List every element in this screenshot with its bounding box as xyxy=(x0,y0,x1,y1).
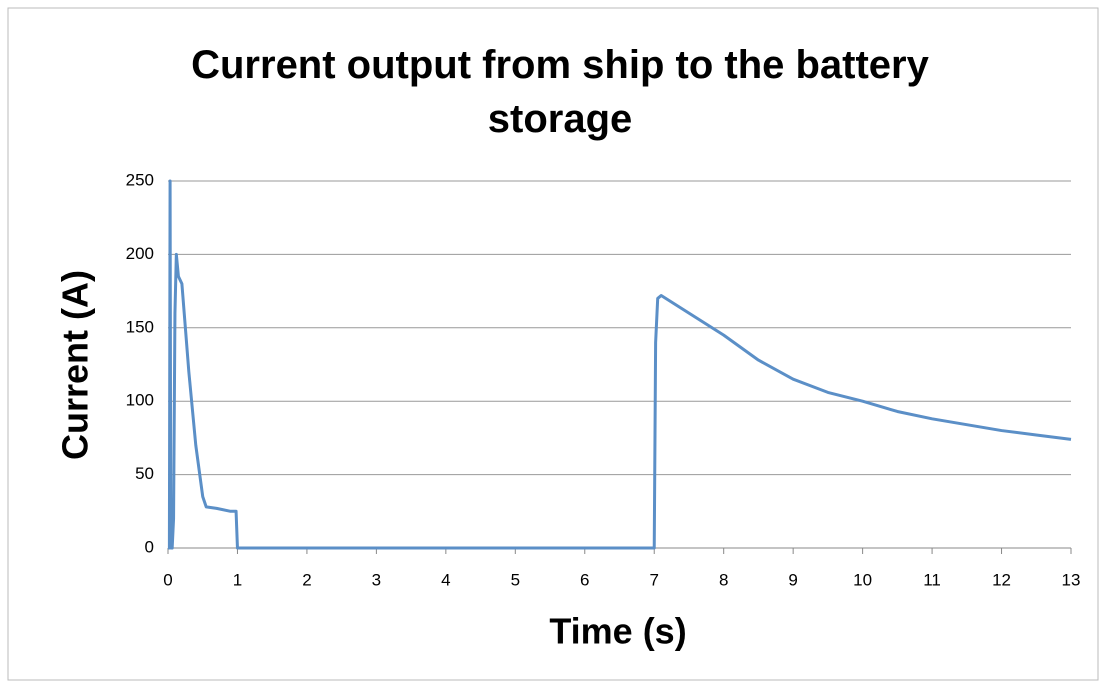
chart-title: Current output from ship to the battery … xyxy=(191,43,929,141)
x-tick-label: 11 xyxy=(923,570,941,589)
x-tick-label: 2 xyxy=(302,570,311,589)
x-tick-label: 13 xyxy=(1062,570,1081,589)
y-tick-label: 50 xyxy=(135,464,154,483)
y-tick-label: 100 xyxy=(126,391,154,410)
x-tick-label: 1 xyxy=(233,570,242,589)
x-tick-label: 8 xyxy=(719,570,728,589)
x-tick-label: 4 xyxy=(441,570,450,589)
y-tick-label: 0 xyxy=(145,537,154,556)
x-tick-label: 12 xyxy=(992,570,1011,589)
x-tick-label: 6 xyxy=(580,570,589,589)
data-line xyxy=(167,179,1072,550)
y-tick-label: 150 xyxy=(126,317,154,336)
y-axis-label: Current (A) xyxy=(55,270,96,460)
y-tick-label: 200 xyxy=(126,244,154,263)
x-axis-label: Time (s) xyxy=(549,611,686,652)
x-tick-label: 7 xyxy=(649,570,658,589)
x-tick-label: 0 xyxy=(163,570,172,589)
frame xyxy=(7,7,1099,681)
x-tick-label: 9 xyxy=(788,570,797,589)
y-tick-label: 250 xyxy=(126,170,154,189)
x-tick-label: 10 xyxy=(853,570,872,589)
x-tick-label: 5 xyxy=(511,570,520,589)
x-tick-label: 3 xyxy=(372,570,381,589)
